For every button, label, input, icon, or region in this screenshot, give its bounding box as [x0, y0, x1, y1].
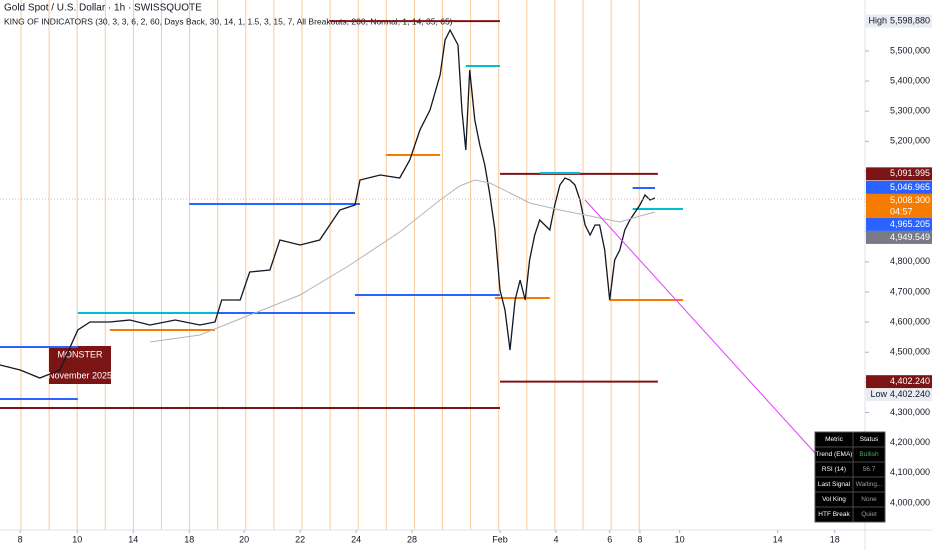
x-tick-label: 18	[830, 534, 840, 544]
table-cell-text: None	[861, 496, 877, 503]
y-tick-label: 4,200,000	[890, 437, 930, 447]
x-tick-label: 6	[607, 534, 612, 544]
table-cell-text: Waiting...	[856, 481, 883, 488]
y-tick-label: 4,600,000	[890, 316, 930, 326]
table-cell-text: Vol King	[822, 496, 846, 503]
price-tag-label: 5,008.300	[890, 195, 930, 205]
price-tag-name: High	[868, 16, 887, 26]
price-tag-label: 4,402.240	[890, 376, 930, 386]
x-tick-label: 24	[351, 534, 361, 544]
price-line	[0, 28, 656, 379]
price-tag-label: 5,598,880	[890, 16, 930, 26]
price-tag	[866, 14, 932, 28]
annotation-title: MONSTER	[58, 349, 104, 359]
table-cell-text: HTF Break	[818, 511, 850, 518]
price-tag	[866, 230, 932, 244]
table-cell-text: Quiet	[861, 511, 877, 518]
x-tick-label: 10	[675, 534, 685, 544]
y-tick-label: 5,200,000	[890, 136, 930, 146]
price-tag-label: 4,402.240	[890, 389, 930, 399]
price-tag	[866, 167, 932, 181]
table-cell-text: Last Signal	[818, 481, 851, 488]
indicator-title: KING OF INDICATORS (30, 3, 3, 6, 2, 60, …	[4, 16, 453, 26]
annotation-text: [November 2025]	[45, 370, 114, 380]
table-cell	[852, 506, 886, 523]
table-cell-text: Status	[860, 436, 879, 443]
price-tag	[866, 388, 932, 402]
y-tick-label: 4,700,000	[890, 286, 930, 296]
y-tick-label: 4,100,000	[890, 467, 930, 477]
annotation-box	[49, 346, 111, 384]
y-tick-label: 5,300,000	[890, 106, 930, 116]
table-cell-text: Trend (EMA)	[816, 451, 853, 458]
y-tick-label: 4,800,000	[890, 256, 930, 266]
price-tag	[866, 193, 932, 218]
price-tag	[866, 375, 932, 389]
y-tick-label: 5,500,000	[890, 45, 930, 55]
x-tick-label: 22	[295, 534, 305, 544]
y-tick-label: 4,500,000	[890, 347, 930, 357]
x-tick-label: 14	[128, 534, 138, 544]
price-tag-label: 4,949.549	[890, 232, 930, 242]
y-tick-label: 5,400,000	[890, 75, 930, 85]
table-cell-text: RSI (14)	[822, 466, 846, 473]
x-tick-label: 14	[773, 534, 783, 544]
table-cell-text: Metric	[825, 436, 843, 443]
y-tick-label: 4,000,000	[890, 497, 930, 507]
x-tick-label: 18	[184, 534, 194, 544]
x-tick-label: 8	[637, 534, 642, 544]
table-cell-text: Bullish	[859, 451, 879, 458]
x-tick-label: 10	[72, 534, 82, 544]
x-tick-label: Feb	[492, 534, 508, 544]
x-tick-label: 20	[239, 534, 249, 544]
price-tag	[866, 180, 932, 194]
price-tag-label: 4,965.205	[890, 219, 930, 229]
chart-title: Gold Spot / U.S. Dollar · 1h · SWISSQUOT…	[4, 3, 202, 14]
table-cell-text: 56.7	[863, 466, 876, 473]
x-tick-label: 28	[407, 534, 417, 544]
price-line	[149, 179, 656, 343]
price-tag	[866, 217, 932, 231]
price-tag-label: 5,046.965	[890, 182, 930, 192]
y-tick-label: 4,300,000	[890, 407, 930, 417]
x-tick-label: 4	[553, 534, 558, 544]
price-tag-sublabel: 04:57	[890, 206, 913, 216]
x-tick-label: 8	[18, 534, 23, 544]
price-tag-name: Low	[870, 389, 887, 399]
session-separators	[20, 0, 640, 530]
price-tag-label: 5,091.995	[890, 168, 930, 178]
